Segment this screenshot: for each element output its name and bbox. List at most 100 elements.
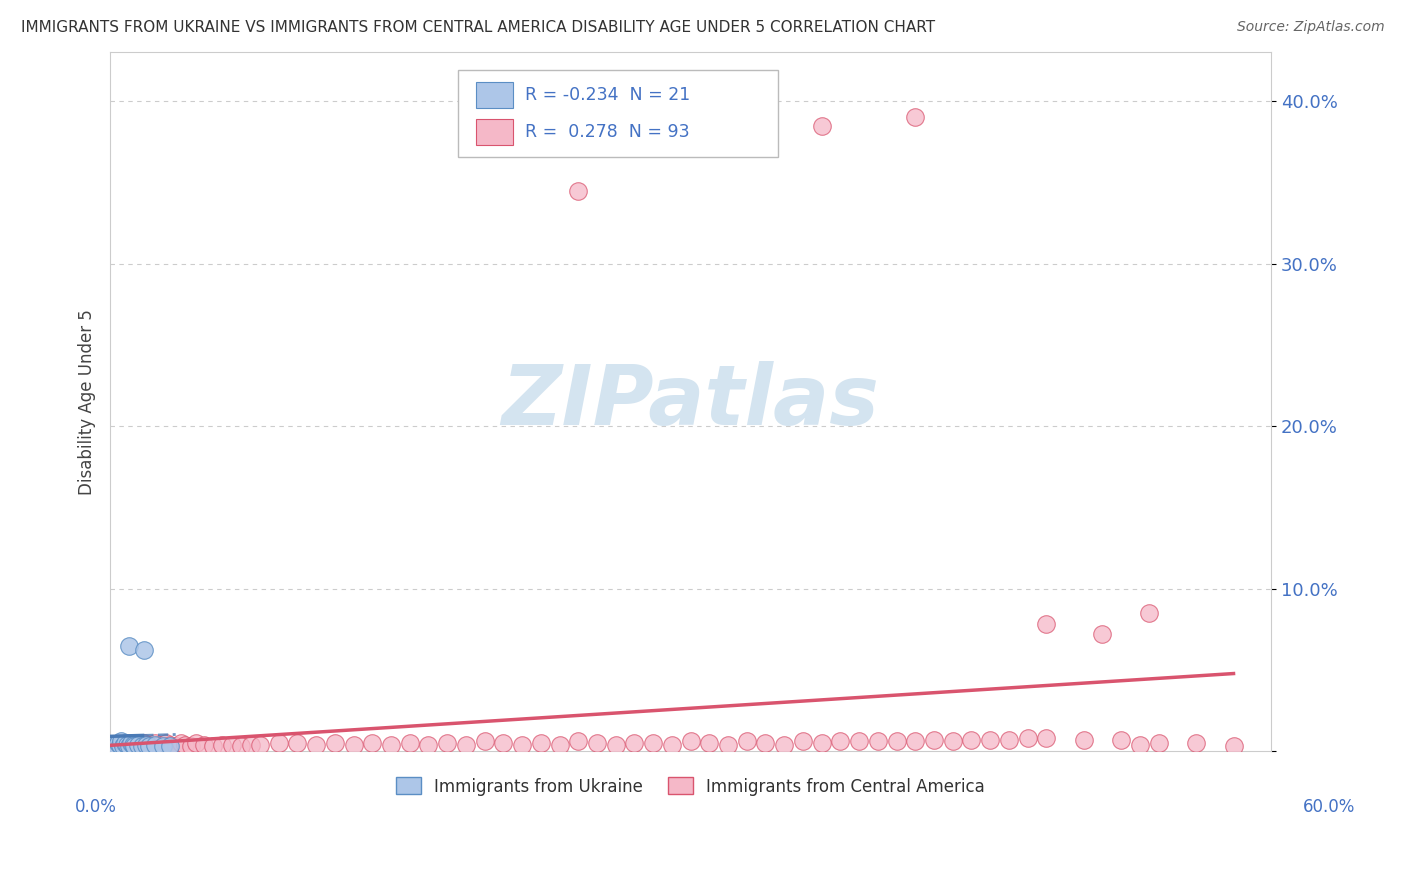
Point [830,734,852,748]
Point [131,739,153,754]
Point [942,734,965,748]
Point [380,738,402,752]
Point [1147,736,1170,750]
Text: R =  0.278  N = 93: R = 0.278 N = 93 [524,123,689,141]
Point [1109,732,1132,747]
Point [180,739,202,754]
Point [979,732,1001,747]
Point [548,738,571,752]
Point [342,738,364,752]
Point [323,736,346,750]
Point [661,738,683,752]
Point [510,738,533,752]
Point [155,736,177,750]
Point [454,738,477,752]
Point [141,739,163,754]
Point [398,736,420,750]
Point [904,111,927,125]
Point [186,736,208,750]
Point [118,639,141,653]
Point [121,738,143,752]
Point [1035,731,1057,746]
Point [125,739,148,754]
Point [120,736,142,750]
Bar [475,119,513,145]
Point [249,738,271,752]
Point [1073,732,1095,747]
Point [605,738,627,752]
Point [211,738,233,752]
Point [735,734,758,748]
Point [679,734,702,748]
Point [530,736,553,750]
Text: ZIPatlas: ZIPatlas [502,361,880,442]
Point [127,736,149,750]
Point [492,736,515,750]
Point [129,738,152,752]
Point [152,739,174,754]
Point [586,736,609,750]
Point [922,732,945,747]
Point [773,738,796,752]
Point [717,738,740,752]
Point [104,739,127,754]
Point [124,739,146,754]
Point [136,738,159,752]
Point [143,738,166,752]
Point [267,736,290,750]
Text: Source: ZipAtlas.com: Source: ZipAtlas.com [1237,20,1385,34]
Point [474,734,496,748]
Point [754,736,776,750]
Point [810,119,832,133]
Point [170,736,193,750]
Y-axis label: Disability Age Under 5: Disability Age Under 5 [79,309,96,495]
Point [112,738,135,752]
Point [121,736,143,750]
Point [792,734,814,748]
Point [221,738,243,752]
Point [159,739,181,754]
Point [904,734,927,748]
Point [135,738,157,752]
Point [1017,731,1039,746]
Point [886,734,908,748]
Point [193,738,215,752]
Text: R = -0.234  N = 21: R = -0.234 N = 21 [524,87,690,104]
Text: 60.0%: 60.0% [1302,798,1355,816]
Point [114,739,136,754]
Point [107,739,129,754]
Point [110,739,132,754]
Point [848,734,870,748]
Point [623,736,645,750]
Point [152,739,174,754]
Point [115,736,138,750]
Point [104,738,127,752]
Point [108,736,131,750]
Point [120,739,142,754]
Point [118,738,141,752]
Point [148,738,170,752]
Point [305,738,328,752]
Point [361,736,384,750]
Point [132,736,155,750]
Point [143,736,166,750]
Point [127,738,149,752]
Point [697,736,720,750]
FancyBboxPatch shape [458,70,778,157]
Point [960,732,983,747]
Bar [475,82,513,108]
Point [418,738,440,752]
Point [114,736,136,750]
Point [135,739,157,754]
Point [1091,627,1114,641]
Point [103,738,125,752]
Point [1222,739,1244,754]
Text: 0.0%: 0.0% [75,798,117,816]
Point [202,739,225,754]
Point [231,739,253,754]
Point [643,736,665,750]
Point [132,643,155,657]
Point [436,736,458,750]
Legend: Immigrants from Ukraine, Immigrants from Central America: Immigrants from Ukraine, Immigrants from… [389,771,991,802]
Text: IMMIGRANTS FROM UKRAINE VS IMMIGRANTS FROM CENTRAL AMERICA DISABILITY AGE UNDER : IMMIGRANTS FROM UKRAINE VS IMMIGRANTS FR… [21,20,935,35]
